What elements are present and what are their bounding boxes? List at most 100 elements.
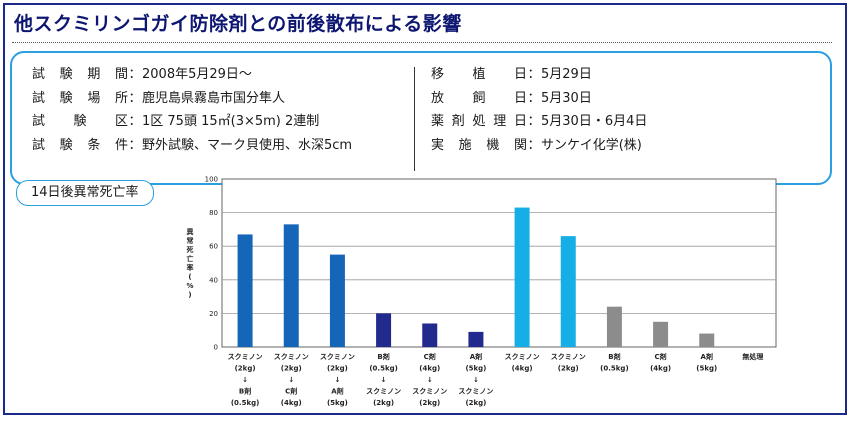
x-tick-label: (2kg)	[558, 365, 579, 373]
x-tick-label: C剤	[655, 352, 667, 361]
x-tick-label: スクミノン	[505, 352, 540, 361]
x-tick-label: スクミノン	[458, 387, 493, 396]
x-tick-label: (2kg)	[373, 399, 394, 407]
x-tick-label: ↓	[473, 376, 479, 384]
x-tick-label: (2kg)	[235, 365, 256, 373]
x-tick-label: スクミノン	[551, 352, 586, 361]
info-row: 試験区： 1区 75頭 15㎡(3×5m) 2連制	[32, 110, 352, 134]
bar	[653, 321, 669, 347]
x-tick-label: C剤	[285, 387, 297, 396]
x-tick-label: (0.5kg)	[369, 365, 397, 373]
x-tick-label: ↓	[242, 376, 248, 384]
x-tick-label: スクミノン	[366, 387, 401, 396]
bar	[468, 331, 484, 347]
y-tick-label: 0	[214, 344, 218, 352]
x-tick-label: (5kg)	[327, 399, 348, 407]
x-tick-label: A剤	[470, 352, 482, 361]
x-tick-label: B剤	[239, 387, 251, 396]
bar	[514, 207, 530, 347]
y-axis-label-char: 死	[186, 246, 194, 254]
bar	[606, 306, 622, 347]
x-tick-label: スクミノン	[320, 352, 355, 361]
x-tick-label: A剤	[701, 352, 713, 361]
x-tick-label: (2kg)	[327, 365, 348, 373]
info-value: サンケイ化学(株)	[541, 137, 642, 153]
info-value: 1区 75頭 15㎡(3×5m) 2連制	[142, 114, 320, 129]
info-value: 2008年5月29日〜	[142, 67, 252, 82]
y-tick-label: 60	[209, 243, 218, 251]
y-tick-label: 100	[205, 176, 218, 184]
bar	[237, 234, 253, 347]
info-key: 試験場所	[32, 90, 128, 106]
test-conditions-left: 試験期間： 2008年5月29日〜 試験場所：鹿児島県霧島市国分隼人 試験区： 1区…	[32, 63, 352, 157]
x-tick-label: B剤	[377, 352, 389, 361]
y-tick-label: 40	[209, 276, 218, 284]
info-value: 5月30日	[541, 90, 592, 106]
bar	[329, 254, 345, 347]
x-tick-label: (2kg)	[281, 365, 302, 373]
x-tick-label: スクミノン	[274, 352, 309, 361]
y-axis-label-char: %	[186, 282, 193, 290]
bar	[560, 236, 576, 347]
bar	[376, 313, 392, 347]
x-tick-label: (4kg)	[512, 365, 533, 373]
x-tick-label: ↓	[381, 376, 387, 384]
y-axis-label-char: 常	[187, 236, 194, 245]
info-key: 移植日	[431, 67, 527, 82]
info-row: 試験場所：鹿児島県霧島市国分隼人	[32, 87, 352, 111]
x-tick-label: B剤	[608, 352, 620, 361]
info-key: 薬剤処理日	[431, 114, 527, 129]
y-tick-label: 20	[209, 310, 218, 318]
y-axis-label-char: (	[188, 273, 191, 281]
test-conditions-box: 試験期間： 2008年5月29日〜 試験場所：鹿児島県霧島市国分隼人 試験区： 1区…	[10, 51, 832, 185]
bar	[283, 224, 299, 347]
x-tick-label: (0.5kg)	[600, 365, 628, 373]
x-tick-label: ↓	[288, 376, 294, 384]
info-separator: ：	[527, 90, 541, 106]
info-value: 5月29日	[541, 67, 592, 82]
y-axis-label-char: 亡	[187, 254, 194, 263]
chart-label-pill: 14日後異常死亡率	[16, 180, 154, 206]
info-separator: ：	[128, 67, 142, 82]
info-separator: ：	[128, 137, 142, 153]
info-value: 野外試験、マーク貝使用、水深5cm	[142, 137, 353, 153]
info-separator: ：	[527, 67, 541, 82]
x-tick-label: (2kg)	[465, 399, 486, 407]
y-axis-label-char: )	[188, 291, 191, 299]
info-separator: ：	[128, 90, 142, 106]
x-tick-label: A剤	[331, 387, 343, 396]
x-tick-label: スクミノン	[412, 387, 447, 396]
info-row: 薬剤処理日： 5月30日・6月4日	[431, 110, 647, 134]
x-tick-label: 無処理	[742, 352, 763, 361]
x-tick-label: (5kg)	[696, 365, 717, 373]
bar	[422, 323, 438, 347]
x-tick-label: (4kg)	[419, 365, 440, 373]
info-separator: ：	[527, 114, 541, 129]
info-row: 放飼日： 5月30日	[431, 87, 647, 111]
x-tick-label: スクミノン	[228, 352, 263, 361]
info-key: 試験条件	[32, 137, 128, 153]
bar	[699, 333, 715, 347]
y-axis-label-char: 率	[187, 263, 194, 272]
x-tick-label: ↓	[334, 376, 340, 384]
info-row: 移植日： 5月29日	[431, 63, 647, 87]
page-title: 他スクミリンゴガイ防除剤との前後散布による影響	[14, 13, 462, 35]
info-divider	[414, 67, 415, 171]
title-underline	[12, 42, 832, 43]
info-separator: ：	[527, 137, 541, 153]
info-separator: ：	[128, 114, 142, 129]
y-axis-label-char: 異	[187, 227, 194, 236]
x-tick-label: (4kg)	[650, 365, 671, 373]
info-key: 試験区	[32, 114, 128, 129]
info-value: 鹿児島県霧島市国分隼人	[142, 90, 286, 106]
info-row: 試験条件：野外試験、マーク貝使用、水深5cm	[32, 134, 352, 158]
info-row: 試験期間： 2008年5月29日〜	[32, 63, 352, 87]
info-value: 5月30日・6月4日	[541, 114, 648, 129]
test-conditions-right: 移植日： 5月29日 放飼日： 5月30日 薬剤処理日： 5月30日・6月4日 実施機…	[431, 63, 647, 157]
x-tick-label: (0.5kg)	[231, 399, 259, 407]
info-key: 試験期間	[32, 67, 128, 82]
x-tick-label: ↓	[427, 376, 433, 384]
plot-area	[221, 178, 777, 348]
info-row: 実施機関：サンケイ化学(株)	[431, 134, 647, 158]
